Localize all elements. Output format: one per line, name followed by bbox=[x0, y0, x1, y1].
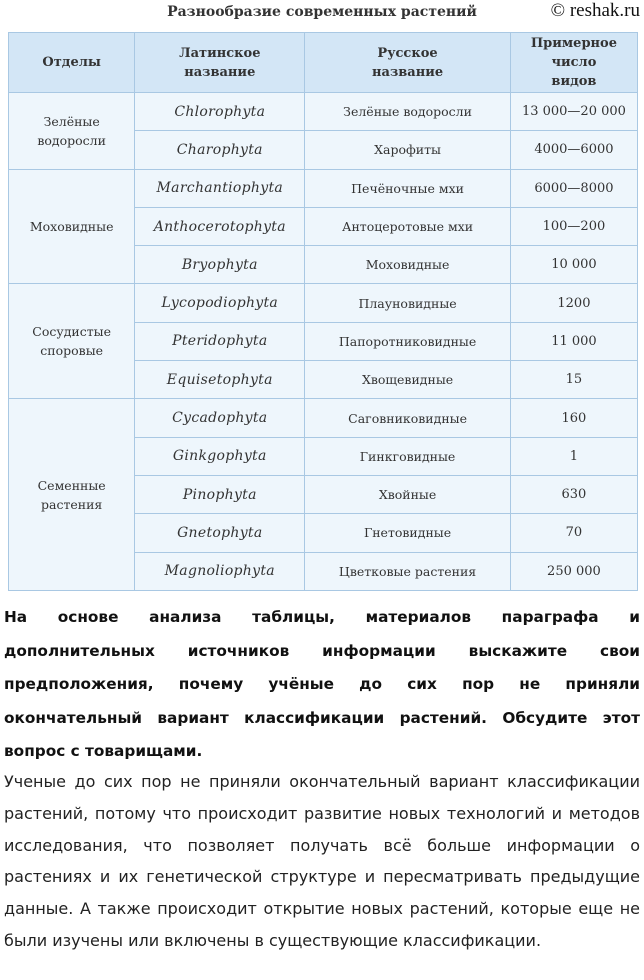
table-row: Зелёные водоросли Chlorophyta Зелёные водо… bbox=[7, 91, 639, 170]
latin-name-cell: Equisetophyta bbox=[134, 360, 306, 400]
plants-table: Отделы Латинское название Русское назван… bbox=[7, 32, 639, 591]
species-count-cell: 1200 bbox=[509, 283, 639, 323]
russian-name-cell: Зелёные водоросли bbox=[304, 91, 511, 132]
russian-name-cell: Цветковые растения bbox=[304, 551, 511, 591]
russian-name-cell: Папоротниковидные bbox=[304, 321, 511, 362]
header-russian: Русское название bbox=[304, 32, 511, 93]
species-count-cell: 4000—6000 bbox=[509, 130, 639, 170]
species-count-cell: 70 bbox=[509, 513, 639, 553]
latin-name-cell: Bryophyta bbox=[134, 245, 306, 285]
division-cell: Моховидные bbox=[7, 168, 136, 285]
russian-name-cell: Гнетовидные bbox=[304, 513, 511, 553]
latin-name-cell: Gnetophyta bbox=[134, 513, 306, 553]
table-row: Magnoliophyta Цветковые растения 250 000 bbox=[9, 551, 639, 591]
table-row: Моховидные Marchantiophyta Печёночные мхи 6… bbox=[7, 168, 639, 285]
latin-name-cell: Pteridophyta bbox=[134, 321, 306, 362]
species-count-cell: 13 000—20 000 bbox=[509, 91, 639, 132]
russian-name-cell: Печёночные мхи bbox=[304, 168, 511, 208]
latin-name-cell: Anthocerotophyta bbox=[134, 206, 306, 247]
russian-name-cell: Хвойные bbox=[304, 474, 511, 515]
header-count: Примерное число видов bbox=[509, 32, 639, 93]
latin-name-cell: Pinophyta bbox=[134, 474, 306, 515]
species-count-cell: 1 bbox=[509, 436, 639, 476]
table-header-row: Отделы Латинское название Русское назван… bbox=[7, 32, 639, 93]
division-cell: Сосудистые споровые bbox=[7, 283, 136, 400]
species-count-cell: 6000—8000 bbox=[509, 168, 639, 208]
russian-name-cell: Хвощевидные bbox=[304, 360, 511, 400]
russian-name-cell: Антоцеротовые мхи bbox=[304, 206, 511, 247]
watermark: © reshak.ru bbox=[550, 0, 640, 21]
header-latin: Латинское название bbox=[134, 32, 306, 93]
latin-name-cell: Chlorophyta bbox=[134, 91, 306, 132]
table-row: Anthocerotophyta Антоцеротовые мхи 100—200 bbox=[9, 206, 639, 247]
latin-name-cell: Cycadophyta bbox=[134, 398, 306, 438]
table-row: Charophyta Харофиты 4000—6000 bbox=[9, 130, 639, 170]
species-count-cell: 10 000 bbox=[509, 245, 639, 285]
russian-name-cell: Харофиты bbox=[304, 130, 511, 170]
table-row: Pteridophyta Папоротниковидные 11 000 bbox=[9, 321, 639, 362]
russian-name-cell: Моховидные bbox=[304, 245, 511, 285]
table-row: Ginkgophyta Гинкговидные 1 bbox=[9, 436, 639, 476]
species-count-cell: 11 000 bbox=[509, 321, 639, 362]
latin-name-cell: Lycopodiophyta bbox=[134, 283, 306, 323]
table-title: Разнообразие современных растений bbox=[167, 4, 477, 20]
table-row: Equisetophyta Хвощевидные 15 bbox=[9, 360, 639, 400]
table-row: Сосудистые споровые Lycopodiophyta Плаунов… bbox=[7, 283, 639, 400]
latin-name-cell: Magnoliophyta bbox=[134, 551, 306, 591]
division-cell: Зелёные водоросли bbox=[7, 92, 136, 170]
division-cell: Семенные растения bbox=[7, 398, 136, 591]
russian-name-cell: Плауновидные bbox=[304, 283, 511, 323]
species-count-cell: 630 bbox=[509, 474, 639, 515]
russian-name-cell: Гинкговидные bbox=[304, 436, 511, 476]
header-divisions: Отделы bbox=[7, 32, 136, 93]
latin-name-cell: Charophyta bbox=[134, 130, 306, 170]
table-row: Bryophyta Моховидные 10 000 bbox=[9, 245, 639, 285]
answer-text: Ученые до сих пор не приняли окончательн… bbox=[4, 772, 640, 950]
species-count-cell: 250 000 bbox=[509, 551, 639, 591]
species-count-cell: 15 bbox=[509, 360, 639, 400]
question-text: На основе анализа таблицы, материалов па… bbox=[4, 608, 640, 761]
table-row: Семенные растения Cycadophyta Саговниковид… bbox=[7, 398, 639, 591]
latin-name-cell: Ginkgophyta bbox=[134, 436, 306, 476]
latin-name-cell: Marchantiophyta bbox=[134, 168, 306, 208]
russian-name-cell: Саговниковидные bbox=[304, 398, 511, 438]
species-count-cell: 160 bbox=[509, 398, 639, 438]
species-count-cell: 100—200 bbox=[509, 206, 639, 247]
